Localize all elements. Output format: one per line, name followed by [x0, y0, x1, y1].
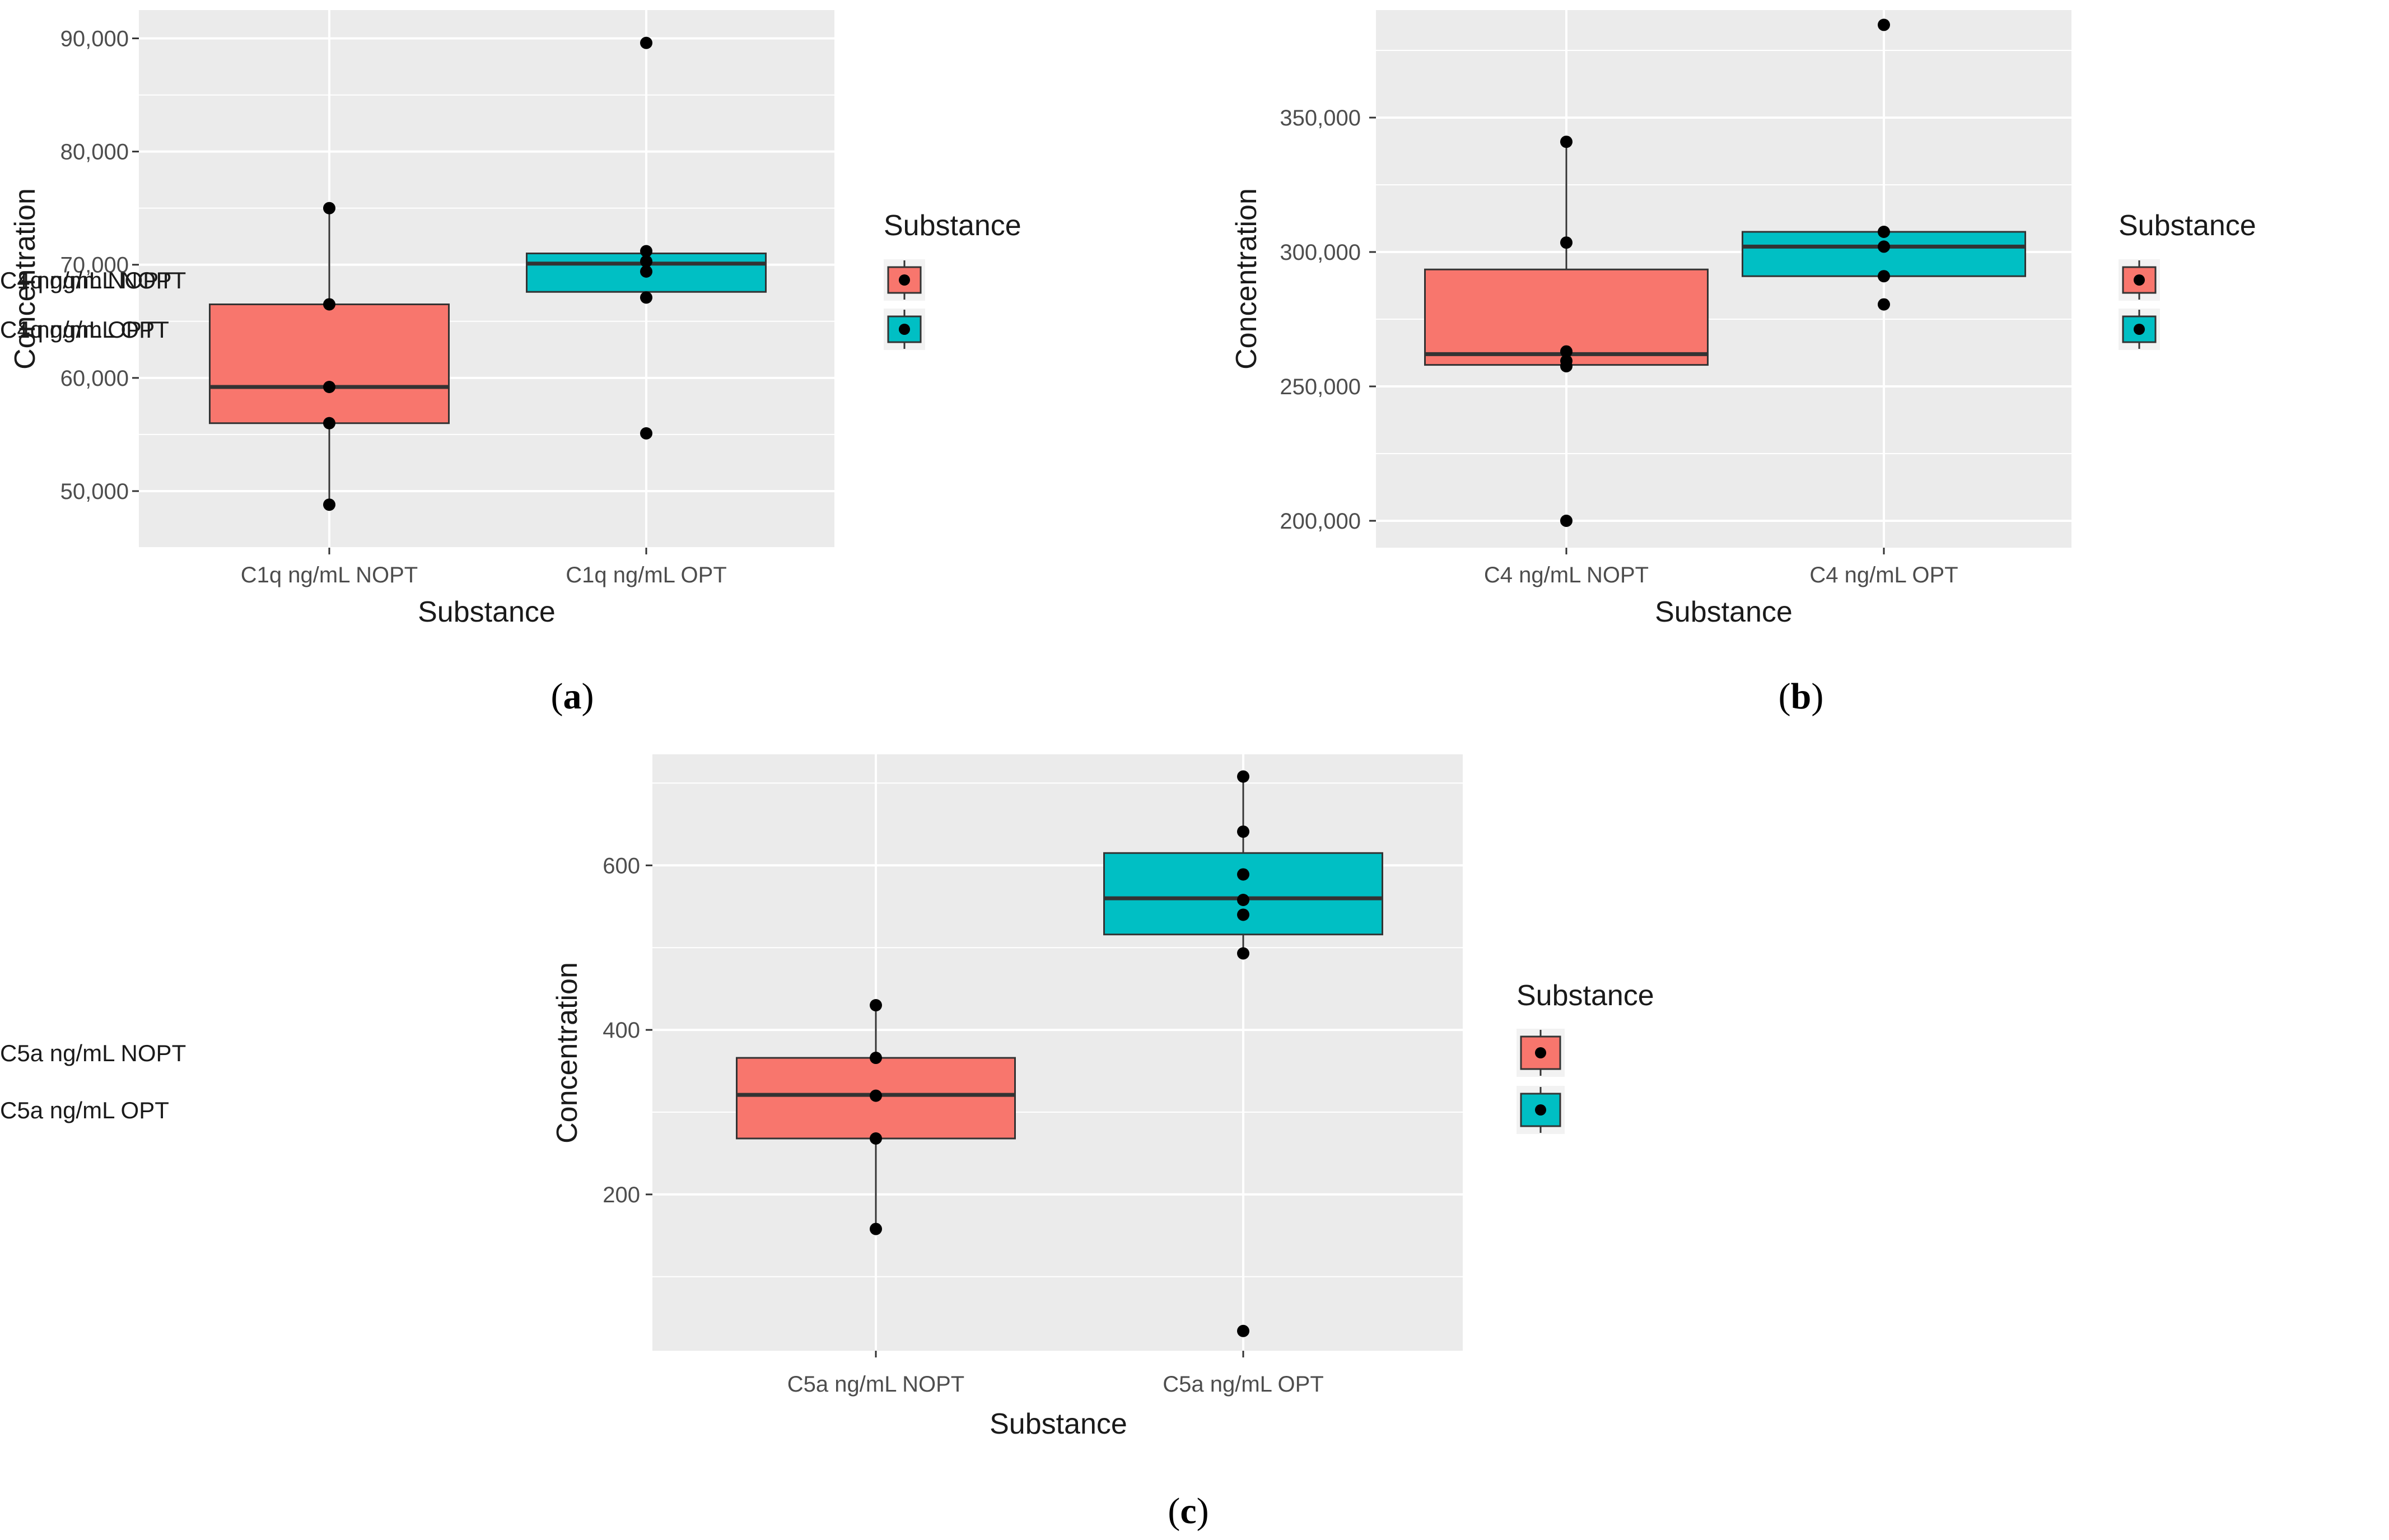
y-tick-label: 90,000: [60, 27, 129, 52]
box-opt: [1103, 852, 1383, 936]
y-axis-title: Concentration: [9, 188, 41, 370]
data-point: [1560, 515, 1573, 527]
data-point: [1878, 240, 1890, 253]
box-opt: [1742, 231, 2026, 277]
y-tick-label: 300,000: [1280, 240, 1361, 265]
data-point: [1237, 894, 1249, 907]
panel-a: 50,000 60,000 70,000 80,000 90,000 C1q ng/mL …: [0, 10, 1021, 717]
panel-label: (b): [1779, 676, 1824, 717]
data-point: [1878, 298, 1890, 311]
data-point: [640, 245, 652, 258]
data-point: [1878, 226, 1890, 238]
legend-key-point: [2134, 324, 2145, 335]
data-point: [323, 202, 335, 214]
data-point: [1237, 1324, 1249, 1337]
x-tick-label: C1q ng/mL NOPT: [241, 563, 418, 587]
legend-title: Substance: [1517, 979, 1654, 1012]
legend-key-point: [899, 274, 910, 286]
y-tick-label: 250,000: [1280, 375, 1361, 399]
y-tick-label: 350,000: [1280, 106, 1361, 130]
legend-title: Substance: [2119, 209, 2256, 242]
legend-key-box: [1520, 1035, 1561, 1070]
x-tick-label: C5a ng/mL OPT: [1163, 1372, 1324, 1397]
data-point: [640, 265, 652, 278]
y-tick-label: 400: [603, 1018, 640, 1043]
legend-key-box: [887, 266, 922, 294]
legend-title: Substance: [884, 209, 1021, 242]
y-tick-label: 80,000: [60, 140, 129, 165]
data-point: [1237, 770, 1249, 783]
data-point: [640, 427, 652, 440]
data-point: [1560, 136, 1573, 148]
data-point: [1560, 345, 1573, 358]
data-point: [870, 1222, 882, 1235]
legend: Substance C4 ng/mL NOPT C4 ng/mL OPT: [0, 209, 2256, 350]
y-tick-label: 50,000: [60, 479, 129, 504]
legend: Substance C5a ng/mL NOPT C5a ng/mL OPT: [0, 979, 1654, 1134]
data-point: [870, 999, 882, 1012]
legend-key-point: [899, 324, 910, 335]
data-point: [870, 1052, 882, 1065]
x-tick-label: C4 ng/mL NOPT: [1484, 563, 1649, 587]
data-point: [640, 291, 652, 304]
legend-label: C4 ng/mL NOPT: [0, 267, 173, 293]
legend-label: C5a ng/mL NOPT: [0, 1040, 186, 1066]
x-tick-label: C4 ng/mL OPT: [1809, 563, 1958, 587]
legend: Substance C1q ng/mL NOPT C1q ng/mL OPT: [0, 209, 1021, 350]
x-tick-label: C5a ng/mL NOPT: [787, 1372, 964, 1397]
panel-b: 200,000 250,000 300,000 350,000 C4 ng/mL NOP…: [0, 10, 2256, 717]
data-point: [323, 498, 335, 511]
data-point: [1237, 947, 1249, 960]
legend-key-point: [1535, 1104, 1546, 1116]
data-point: [640, 255, 652, 268]
panel-label: (a): [551, 676, 594, 717]
legend-key-point: [2134, 274, 2145, 286]
data-point: [1237, 908, 1249, 921]
legend-key-point: [1535, 1047, 1546, 1058]
data-point: [870, 1089, 882, 1102]
data-point: [323, 381, 335, 394]
data-point: [1560, 236, 1573, 249]
x-axis-title: Substance: [1655, 596, 1793, 628]
data-point: [1560, 354, 1573, 367]
legend-label: C5a ng/mL OPT: [0, 1097, 169, 1123]
y-axis-title: Concentration: [551, 962, 584, 1144]
y-tick-label: 200: [603, 1183, 640, 1207]
legend-label: C1q ng/mL OPT: [0, 316, 169, 343]
data-point: [1237, 825, 1249, 838]
x-axis-title: Substance: [990, 1408, 1127, 1440]
data-point: [1878, 18, 1890, 31]
plot-background: [652, 754, 1463, 1351]
y-axis-title: Concentration: [1230, 188, 1263, 370]
y-tick-label: 60,000: [60, 366, 129, 391]
y-tick-label: 70,000: [60, 253, 129, 278]
data-point: [870, 1132, 882, 1145]
box-nopt: [209, 303, 450, 424]
panel-label: (c): [1168, 1491, 1209, 1532]
x-axis-title: Substance: [418, 596, 556, 628]
data-point: [323, 298, 335, 311]
y-tick-label: 600: [603, 853, 640, 878]
y-tick-label: 200,000: [1280, 509, 1361, 534]
data-point: [1237, 868, 1249, 881]
data-point: [640, 36, 652, 49]
x-tick-label: C1q ng/mL OPT: [566, 563, 727, 587]
data-point: [323, 417, 335, 430]
legend-label: C1q ng/mL NOPT: [0, 267, 186, 293]
legend-label: C4 ng/mL OPT: [0, 316, 156, 343]
data-point: [1878, 270, 1890, 283]
